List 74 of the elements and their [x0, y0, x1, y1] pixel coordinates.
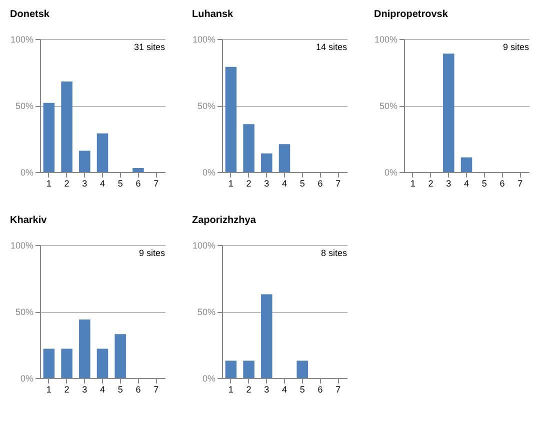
- x-tick-label: 6: [318, 384, 323, 394]
- x-tick-label: 2: [428, 178, 434, 188]
- x-tick-label: 7: [518, 178, 523, 188]
- x-tick-label: 3: [446, 178, 452, 188]
- y-tick-label: 0%: [202, 168, 216, 178]
- x-tick-label: 1: [228, 384, 234, 394]
- bar: [79, 319, 90, 378]
- x-tick-label: 7: [336, 384, 341, 394]
- chart-title: Donetsk: [10, 9, 50, 20]
- bar: [225, 66, 237, 172]
- y-tick-label: 100%: [374, 34, 398, 44]
- x-tick-label: 5: [118, 178, 123, 188]
- y-tick-label: 100%: [192, 34, 216, 44]
- annotation: 8 sites: [320, 248, 348, 258]
- bar: [278, 144, 290, 172]
- bar: [96, 133, 108, 172]
- bar: [79, 150, 90, 172]
- x-tick-label: 4: [282, 384, 288, 394]
- chart-title: Luhansk: [192, 9, 234, 20]
- annotation: 9 sites: [502, 42, 530, 52]
- x-tick-label: 5: [300, 178, 305, 188]
- y-tick-label: 0%: [202, 374, 216, 384]
- x-tick-label: 4: [100, 178, 106, 188]
- x-tick-label: 1: [46, 384, 52, 394]
- bar: [96, 348, 108, 378]
- y-tick-label: 100%: [192, 240, 216, 250]
- x-tick-label: 6: [136, 384, 141, 394]
- bar: [61, 82, 72, 172]
- y-tick-label: 50%: [197, 307, 216, 317]
- bar: [61, 348, 72, 378]
- bar: [261, 153, 272, 172]
- bar: [132, 168, 144, 172]
- x-tick-label: 4: [100, 384, 106, 394]
- x-tick-label: 2: [246, 178, 252, 188]
- annotation: 14 sites: [316, 42, 348, 52]
- x-tick-label: 5: [482, 178, 487, 188]
- y-tick-label: 0%: [20, 168, 34, 178]
- y-tick-label: 0%: [384, 168, 398, 178]
- x-tick-label: 6: [318, 178, 323, 188]
- bar: [243, 124, 254, 172]
- x-tick-label: 1: [228, 178, 234, 188]
- x-tick-label: 3: [264, 178, 270, 188]
- y-tick-label: 50%: [15, 307, 34, 317]
- x-tick-label: 4: [282, 178, 288, 188]
- y-tick-label: 100%: [10, 34, 34, 44]
- y-tick-label: 0%: [20, 374, 34, 384]
- chart-title: Zaporizhzhya: [192, 215, 256, 226]
- x-tick-label: 3: [82, 178, 88, 188]
- y-tick-label: 50%: [379, 101, 398, 111]
- x-tick-label: 7: [154, 384, 159, 394]
- x-tick-label: 2: [64, 384, 70, 394]
- annotation: 9 sites: [138, 248, 166, 258]
- annotation: 31 sites: [134, 42, 166, 52]
- x-tick-label: 7: [154, 178, 159, 188]
- bar: [43, 102, 55, 172]
- x-tick-label: 5: [118, 384, 123, 394]
- x-tick-label: 6: [136, 178, 141, 188]
- x-tick-label: 2: [64, 178, 70, 188]
- chart-title: Kharkiv: [10, 215, 48, 226]
- y-tick-label: 100%: [10, 240, 34, 250]
- x-tick-label: 2: [246, 384, 252, 394]
- x-tick-label: 1: [410, 178, 416, 188]
- chart-title: Dnipropetrovsk: [374, 9, 448, 20]
- x-tick-label: 1: [46, 178, 52, 188]
- y-tick-label: 50%: [197, 101, 216, 111]
- bar: [114, 334, 126, 378]
- x-tick-label: 5: [300, 384, 305, 394]
- x-tick-label: 3: [264, 384, 270, 394]
- x-tick-label: 4: [464, 178, 470, 188]
- x-tick-label: 3: [82, 384, 88, 394]
- x-tick-label: 6: [500, 178, 505, 188]
- x-tick-label: 7: [336, 178, 341, 188]
- bar: [43, 348, 55, 378]
- y-tick-label: 50%: [15, 101, 34, 111]
